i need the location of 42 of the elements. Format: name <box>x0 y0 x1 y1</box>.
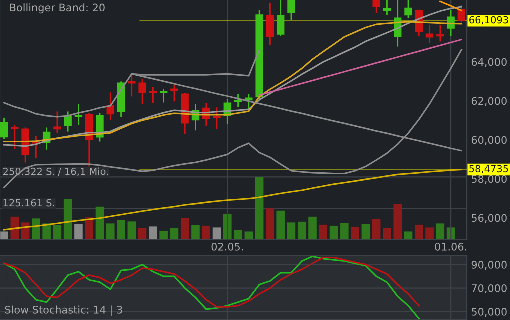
y-tick-label: 64,000 <box>472 58 507 68</box>
candlestick <box>426 24 434 44</box>
candlestick <box>11 124 19 150</box>
candlestick <box>170 84 178 102</box>
x-tick-label: 01.06. <box>435 242 466 251</box>
annotation: / 16,1 Mio. <box>58 168 108 176</box>
x-tick-label: 02.05. <box>212 242 244 251</box>
ref-line-label: 58,4735 <box>470 165 508 174</box>
y-tick-label: 90,000 <box>472 261 507 270</box>
y-tick-label: 50,000 <box>472 308 507 317</box>
candlestick <box>288 0 296 21</box>
line-series <box>3 49 462 188</box>
candlestick <box>404 0 412 20</box>
candlestick <box>149 86 158 104</box>
candlestick <box>138 78 146 105</box>
candlestick <box>436 24 444 42</box>
candlestick <box>266 2 274 46</box>
line-series <box>3 169 462 231</box>
candlestick <box>160 88 168 104</box>
candlestick <box>213 106 221 130</box>
candlestick <box>458 4 466 23</box>
candlestick <box>276 0 285 37</box>
candlestick <box>383 0 392 16</box>
y2-tick-label: 125.161 S. <box>4 199 54 207</box>
candlestick <box>54 111 62 134</box>
candlestick <box>0 117 8 140</box>
y-tick-label: 70,000 <box>472 284 507 294</box>
y-tick-label: 62,000 <box>472 97 507 106</box>
line-series <box>3 256 420 320</box>
annotation: Bollinger Band: 20 <box>10 4 105 14</box>
candlestick <box>234 94 242 108</box>
y-tick-label: 58,000 <box>472 175 507 184</box>
candlestick <box>128 73 136 98</box>
candlestick <box>372 0 380 14</box>
y-tick-label: 60,000 <box>472 136 507 146</box>
candlestick <box>245 94 253 111</box>
candlestick <box>64 111 72 132</box>
y-tick-label: 56,000 <box>472 214 507 224</box>
annotation: Slow Stochastic: 14 | 3 <box>5 306 122 316</box>
ref-line-label: 66,1093 <box>470 16 508 25</box>
line-series <box>258 39 462 96</box>
candlestick <box>74 104 83 126</box>
